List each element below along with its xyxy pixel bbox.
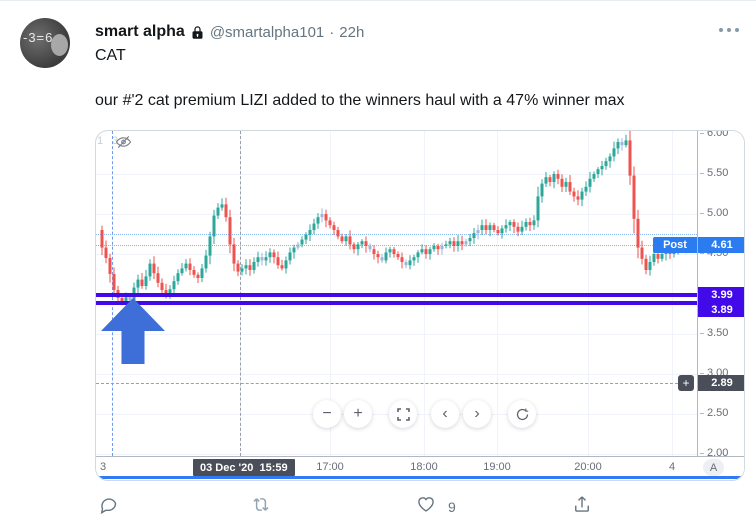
scroll-left-button[interactable]: ‹ [431,400,459,428]
scroll-right-button[interactable]: › [463,400,491,428]
like-count: 9 [448,498,456,515]
tweet-line1: CAT [95,47,126,64]
tweet-header: smart alpha @smartalpha101 · 22h [95,22,364,42]
dotted-price-level [96,234,697,235]
tweet-body: our #'2 cat premium LIZI added to the wi… [95,92,625,109]
support-badge-1: 3.99 [711,288,733,301]
price-tick-label: 3.50 [700,327,728,339]
price-tick-label: 6.00 [700,131,728,139]
crosshair-price-badge: 2.89 [698,374,744,391]
time-tick-label: 4 [668,461,676,473]
time-tick-label: 20:00 [574,461,602,473]
candlestick-series [100,131,696,306]
zoom-out-button[interactable]: − [313,400,341,428]
h-gridline [96,214,697,215]
zoom-in-button[interactable]: + [344,400,372,428]
share-button[interactable] [572,494,592,519]
reset-button[interactable] [508,400,536,428]
crosshair-horizontal [96,382,678,384]
h-gridline [96,454,697,455]
chart-media[interactable]: 1 3 Post 6.005.505.004.503.503.002.502.0… [95,130,745,481]
reply-button[interactable] [98,494,118,519]
time-tick-label: 19:00 [483,461,511,473]
time-tick-label: 18:00 [410,461,438,473]
avatar[interactable]: -3=6 [20,18,70,68]
time-tick-label: 3 [99,461,107,473]
price-tick-label: 5.50 [700,167,728,179]
h-gridline [96,174,697,175]
support-price-badges: 3.99 3.89 [698,287,744,317]
tweet-divider [0,0,756,1]
chart-pane[interactable]: 1 3 Post [96,131,697,456]
auto-scale-button[interactable]: A [703,459,724,476]
price-axis[interactable]: 6.005.505.004.503.503.002.502.004.612.89… [697,131,744,476]
support-line [96,292,697,297]
post-price-label: Post [653,237,697,253]
dotted-price-level [96,245,697,247]
time-tick-label: 17:00 [316,461,344,473]
last-price-badge: 4.61 [698,237,744,254]
support-badge-2: 3.89 [711,303,733,316]
fullscreen-button[interactable] [389,400,417,428]
tweet-actions: 9 [0,490,756,528]
display-name[interactable]: smart alpha [95,23,185,40]
more-options-icon[interactable] [719,28,739,32]
price-tick-label: 5.00 [700,207,728,219]
avatar-face [51,34,68,56]
price-tick-label: 2.50 [700,407,728,419]
add-order-plus-button[interactable]: + [678,375,694,391]
header-separator: · [329,23,335,41]
like-button[interactable]: 9 [416,494,456,519]
chart-bottom-bar [96,476,744,479]
h-gridline [96,334,697,335]
avatar-chalk-text: -3=6 [23,30,54,45]
lock-icon [190,25,205,40]
h-gridline [96,374,697,375]
reply-icon [98,494,118,519]
handle[interactable]: @smartalpha101 [209,23,325,41]
retweet-button[interactable] [250,494,272,520]
retweet-icon [250,494,272,520]
time-axis[interactable]: 03 Dec '20 15:59 3 17:00 18:00 19:00 20:00 4 [96,456,744,476]
share-icon [572,494,592,519]
support-line [96,300,697,305]
crosshair-time-tooltip: 03 Dec '20 15:59 [193,459,295,476]
heart-icon [416,494,436,519]
eye-hidden-icon[interactable] [115,135,132,154]
timestamp[interactable]: 22h [339,23,365,41]
